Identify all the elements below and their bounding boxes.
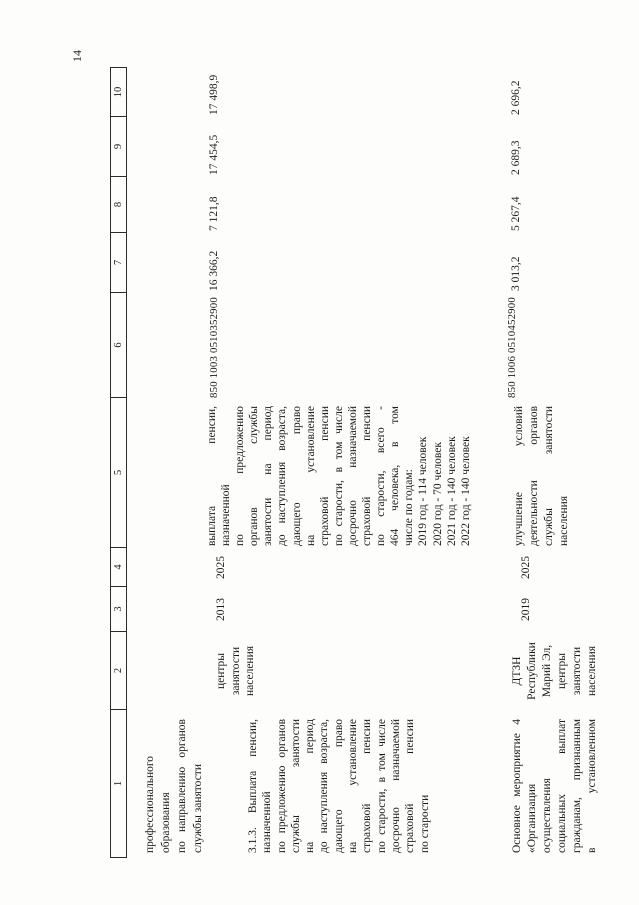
cell-amount-col8: 7 121,8 <box>208 196 220 232</box>
header-cell-5: 5 <box>111 397 126 547</box>
cell-budget-code: 850 1006 0510452900 <box>506 297 518 398</box>
cell-budget-code <box>127 293 206 398</box>
cell-end-year: 2025 <box>520 556 532 579</box>
header-cell-6: 6 <box>111 292 126 397</box>
cell-amount-col7 <box>127 233 206 293</box>
header-cell-10: 10 <box>113 86 124 98</box>
cell-amount-col10 <box>127 67 206 117</box>
cell-end-year: 2025 <box>215 556 227 579</box>
cell-executor <box>127 632 206 710</box>
table-header-row: 1 2 3 4 5 6 7 8 9 10 <box>110 67 127 858</box>
cell-expected-result <box>127 398 206 548</box>
cell-start-year: 2019 <box>520 598 532 621</box>
header-cell-3: 3 <box>111 586 126 631</box>
header-cell-7: 7 <box>111 232 126 292</box>
cell-end-year <box>127 548 206 587</box>
table-row-3-1-3: 3.1.3. Выплата пенсии, назначенной по предлож… <box>200 67 503 858</box>
cell-amount-col9: 17 454,5 <box>208 134 220 175</box>
cell-amount-col7: 16 366,2 <box>208 250 220 291</box>
cell-amount-col10: 17 498,9 <box>208 74 220 115</box>
cell-start-year: 2013 <box>215 598 227 621</box>
cell-amount-col9 <box>127 117 206 177</box>
table-row-continuation: профессионального образования по направлени… <box>127 67 204 858</box>
cell-amount-col8 <box>127 177 206 233</box>
header-cell-4: 4 <box>111 547 126 586</box>
program-table: 1 2 3 4 5 6 7 8 9 10 профессионального об… <box>110 67 600 858</box>
header-cell-2: 2 <box>111 631 126 709</box>
cell-amount-col10: 2 696,2 <box>510 80 522 116</box>
cell-amount-col8: 5 267,4 <box>510 196 522 232</box>
cell-expected-result: выплата пенсии, назначенной по предложению ор… <box>206 406 472 546</box>
header-cell-1: 1 <box>111 709 126 857</box>
header-cell-9: 9 <box>111 116 126 176</box>
cell-activity-name: Основное мероприятие 4 «Организация осуществ… <box>511 719 598 853</box>
cell-activity-name: профессионального образования по направлени… <box>144 719 204 853</box>
cell-executor: ДТЗН Республики Марий Эл, центры занятости на… <box>511 642 598 700</box>
cell-activity-name: 3.1.3. Выплата пенсии, назначенной по предлож… <box>247 719 431 853</box>
cell-amount-col7: 3 013,2 <box>510 256 522 292</box>
header-cell-8: 8 <box>111 176 126 232</box>
cell-amount-col9: 2 689,3 <box>510 140 522 176</box>
page-number: 14 <box>70 50 84 62</box>
cell-start-year <box>127 587 206 632</box>
table-row-main-activity-4: Основное мероприятие 4 «Организация осуществ… <box>503 67 600 858</box>
cell-expected-result: улучшение условий деятельности органов служб… <box>513 406 570 546</box>
cell-budget-code: 850 1003 0510352900 <box>208 297 220 398</box>
cell-executor: центры занятости населения <box>215 645 256 697</box>
